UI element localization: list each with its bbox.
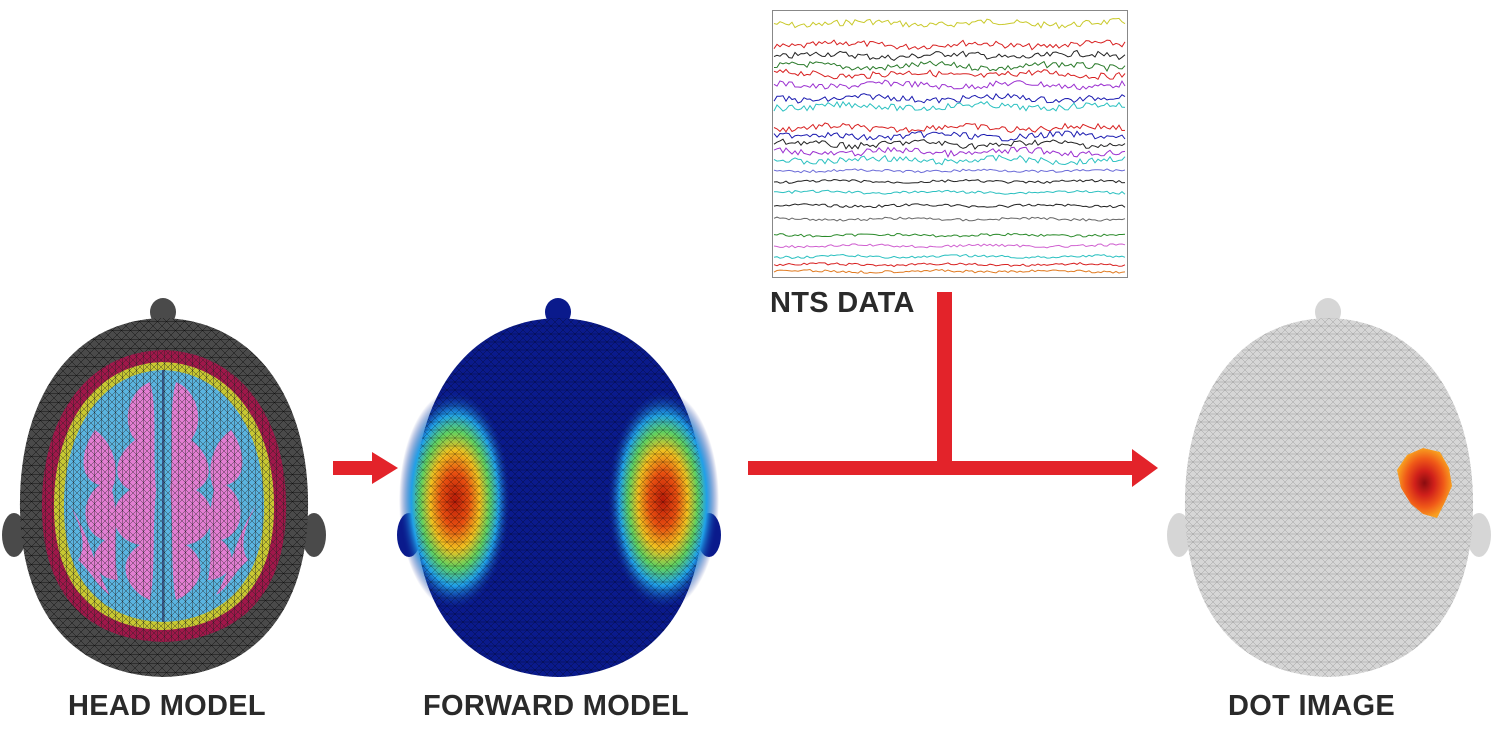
nts-trace <box>773 138 1126 150</box>
nts-trace <box>773 49 1126 61</box>
nts-trace <box>773 154 1126 166</box>
nts-trace <box>773 17 1126 30</box>
nts-trace <box>773 268 1126 274</box>
nts-trace <box>773 130 1126 142</box>
nts-trace-group <box>773 17 1126 274</box>
arrow-nts-connector <box>937 292 952 464</box>
nts-trace <box>773 189 1126 195</box>
head-model-mesh-image <box>2 298 326 677</box>
nts-trace <box>773 122 1126 133</box>
nts-trace <box>773 168 1126 174</box>
arrow-forward-to-dot-head <box>1132 449 1158 487</box>
nts-trace <box>773 262 1126 268</box>
nts-trace <box>773 79 1126 91</box>
forward-model-sensitivity-image <box>397 298 721 677</box>
nts-trace <box>773 100 1126 112</box>
dot-image-reconstruction <box>1167 298 1491 677</box>
head-model-label: HEAD MODEL <box>68 690 266 722</box>
arrow-head-to-forward-shaft <box>333 461 373 475</box>
nts-data-timeseries-plot <box>772 10 1128 278</box>
nts-trace <box>773 243 1126 249</box>
nts-trace <box>773 253 1126 260</box>
nts-trace <box>773 178 1126 184</box>
nts-trace <box>773 216 1126 222</box>
arrow-head-to-forward-head <box>372 452 398 484</box>
forward-model-label: FORWARD MODEL <box>423 690 689 722</box>
nts-trace <box>773 68 1126 81</box>
nts-trace <box>773 203 1126 209</box>
nts-data-label: NTS DATA <box>770 287 915 319</box>
arrow-forward-to-dot-shaft <box>748 461 1134 475</box>
nts-trace <box>773 39 1126 51</box>
nts-trace <box>773 60 1126 73</box>
nts-trace <box>773 232 1126 238</box>
nts-trace <box>773 93 1126 104</box>
nts-trace <box>773 146 1126 158</box>
dot-image-label: DOT IMAGE <box>1228 690 1396 722</box>
